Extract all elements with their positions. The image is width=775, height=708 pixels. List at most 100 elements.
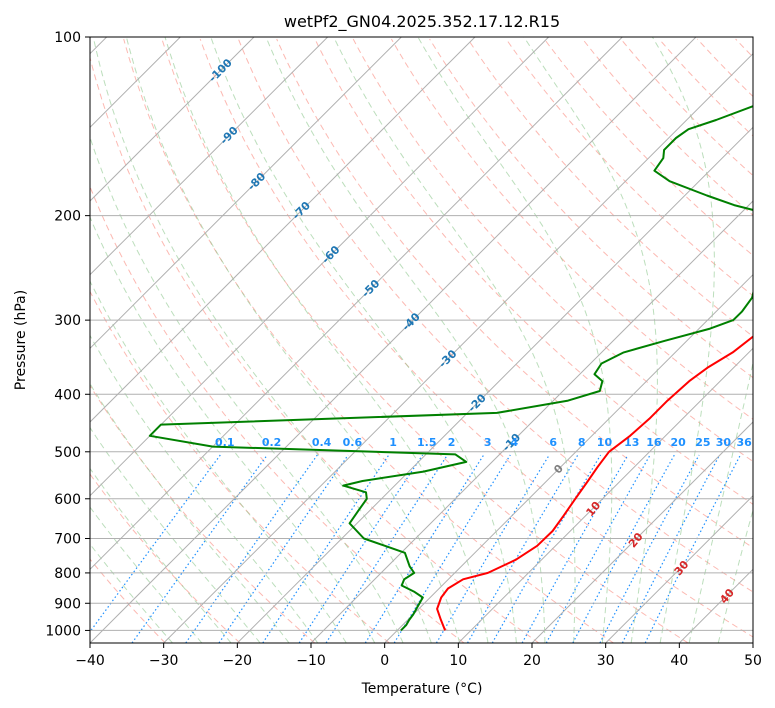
dry-adiabat bbox=[505, 38, 753, 297]
y-tick-label: 400 bbox=[54, 387, 81, 403]
x-tick-label: −10 bbox=[296, 653, 326, 669]
mixing-ratio-label: 25 bbox=[695, 436, 710, 449]
x-tick-label: 30 bbox=[597, 653, 615, 669]
y-axis: 100 200 300 400 500 600 700 800 900 1000 bbox=[45, 30, 90, 639]
moist-adiabat bbox=[125, 37, 461, 643]
x-tick-label: −30 bbox=[149, 653, 179, 669]
isotherm-line bbox=[605, 494, 753, 643]
isotherm-line bbox=[236, 126, 753, 643]
mixing-ratio-line bbox=[393, 454, 511, 643]
dry-adiabat bbox=[390, 38, 753, 420]
mixing-ratio-label: 36 bbox=[736, 436, 752, 449]
mixing-ratio-line bbox=[466, 454, 579, 643]
x-axis-label: Temperature (°C) bbox=[361, 681, 483, 697]
y-tick-label: 1000 bbox=[45, 623, 81, 639]
isotherm-line bbox=[384, 273, 753, 643]
dry-adiabat bbox=[90, 55, 540, 643]
y-tick-label: 600 bbox=[54, 492, 81, 508]
x-tick-label: 10 bbox=[449, 653, 467, 669]
dry-adiabat bbox=[429, 38, 753, 379]
mixing-ratio-line bbox=[599, 454, 700, 643]
y-tick-label: 100 bbox=[54, 30, 81, 46]
mixing-ratio-label: 10 bbox=[597, 436, 613, 449]
dry-adiabat bbox=[123, 38, 614, 643]
isotherm-line bbox=[310, 200, 753, 643]
plot-frame bbox=[89, 36, 754, 644]
moist-adiabat bbox=[717, 508, 753, 643]
mixing-ratio-label: 30 bbox=[716, 436, 732, 449]
moist-adiabat bbox=[90, 215, 376, 643]
mixing-ratio-line bbox=[262, 454, 390, 643]
mixing-ratio-line bbox=[325, 454, 448, 643]
moist-adiabat bbox=[90, 543, 173, 643]
y-axis-label: Pressure (hPa) bbox=[13, 290, 29, 390]
x-tick-label: 20 bbox=[523, 653, 541, 669]
y-tick-label: 500 bbox=[54, 445, 81, 461]
x-axis: −40 −30 −20 −10 0 10 20 30 40 50 bbox=[75, 643, 762, 669]
mixing-ratio-line bbox=[644, 454, 741, 643]
y-tick-label: 300 bbox=[54, 313, 81, 329]
moist-adiabat bbox=[90, 506, 203, 643]
mixing-ratio-label: 1.5 bbox=[417, 436, 437, 449]
mixing-ratio-label: 6 bbox=[549, 436, 557, 449]
mixing-ratio-label: 4 bbox=[511, 436, 519, 449]
mixing-ratio-line bbox=[90, 454, 221, 633]
chart-title: wetPf2_GN04.2025.352.17.12.R15 bbox=[284, 12, 560, 32]
mixing-ratio-label: 0.1 bbox=[215, 436, 235, 449]
isotherm-line bbox=[90, 37, 550, 497]
dry-adiabat bbox=[90, 384, 316, 643]
mixing-ratio-line bbox=[621, 454, 721, 643]
dry-adiabat bbox=[199, 38, 753, 638]
dry-adiabat bbox=[620, 38, 753, 177]
y-tick-label: 800 bbox=[54, 566, 81, 582]
moist-adiabat bbox=[688, 360, 753, 643]
y-tick-label: 900 bbox=[54, 596, 81, 612]
isotherm-gridlines bbox=[90, 37, 753, 643]
dry-adiabat bbox=[90, 290, 390, 643]
moist-adiabat bbox=[210, 37, 517, 643]
mixing-ratio-label: 0.2 bbox=[262, 436, 282, 449]
isotherm-line bbox=[90, 37, 255, 202]
dry-adiabat bbox=[582, 38, 753, 216]
dry-adiabat bbox=[161, 38, 689, 643]
mixing-ratio-lines bbox=[90, 454, 741, 643]
mixing-ratio-label: 0.4 bbox=[312, 436, 332, 449]
mixing-ratio-line bbox=[131, 454, 268, 643]
mixing-ratio-line bbox=[491, 454, 602, 643]
dry-adiabat bbox=[467, 38, 753, 338]
mixing-ratio-label: 1 bbox=[389, 436, 397, 449]
temperature-profile-line bbox=[436, 335, 753, 631]
dry-adiabat bbox=[237, 38, 753, 593]
isotherm-line bbox=[90, 37, 697, 643]
mixing-ratio-label: 20 bbox=[671, 436, 687, 449]
isotherm-line bbox=[163, 52, 753, 643]
isotherm-line bbox=[90, 37, 329, 276]
isotherm-line bbox=[457, 347, 753, 643]
mixing-ratio-labels: 0.1 0.2 0.4 0.6 1 1.5 2 3 4 6 8 10 13 16 20 25 30 36 bbox=[215, 436, 752, 449]
dry-adiabat bbox=[352, 38, 753, 463]
x-tick-label: −40 bbox=[75, 653, 105, 669]
isotherm-line bbox=[531, 421, 753, 643]
dewpoint-profile-line bbox=[148, 105, 753, 632]
mixing-ratio-label: 3 bbox=[484, 436, 492, 449]
mixing-ratio-label: 0.6 bbox=[343, 436, 363, 449]
isotherm-line bbox=[90, 37, 402, 350]
moist-adiabat bbox=[651, 37, 715, 643]
mixing-ratio-label: 8 bbox=[578, 436, 586, 449]
y-tick-label: 700 bbox=[54, 532, 81, 548]
x-tick-label: −20 bbox=[223, 653, 253, 669]
isotherm-line bbox=[90, 37, 623, 571]
mixing-ratio-line bbox=[298, 454, 424, 643]
mixing-ratio-label: 2 bbox=[448, 436, 456, 449]
isotherm-line bbox=[90, 37, 476, 423]
mixing-ratio-label: 13 bbox=[624, 436, 639, 449]
x-tick-label: 50 bbox=[744, 653, 762, 669]
isobar-gridlines bbox=[90, 37, 753, 631]
x-tick-label: 0 bbox=[380, 653, 389, 669]
x-tick-label: 40 bbox=[670, 653, 688, 669]
plot-area: -100-90-80-70-60-50-40-30-20-1000.1 0.2 0.… bbox=[90, 37, 753, 643]
mixing-ratio-line bbox=[435, 454, 550, 643]
mixing-ratio-line bbox=[364, 454, 485, 643]
